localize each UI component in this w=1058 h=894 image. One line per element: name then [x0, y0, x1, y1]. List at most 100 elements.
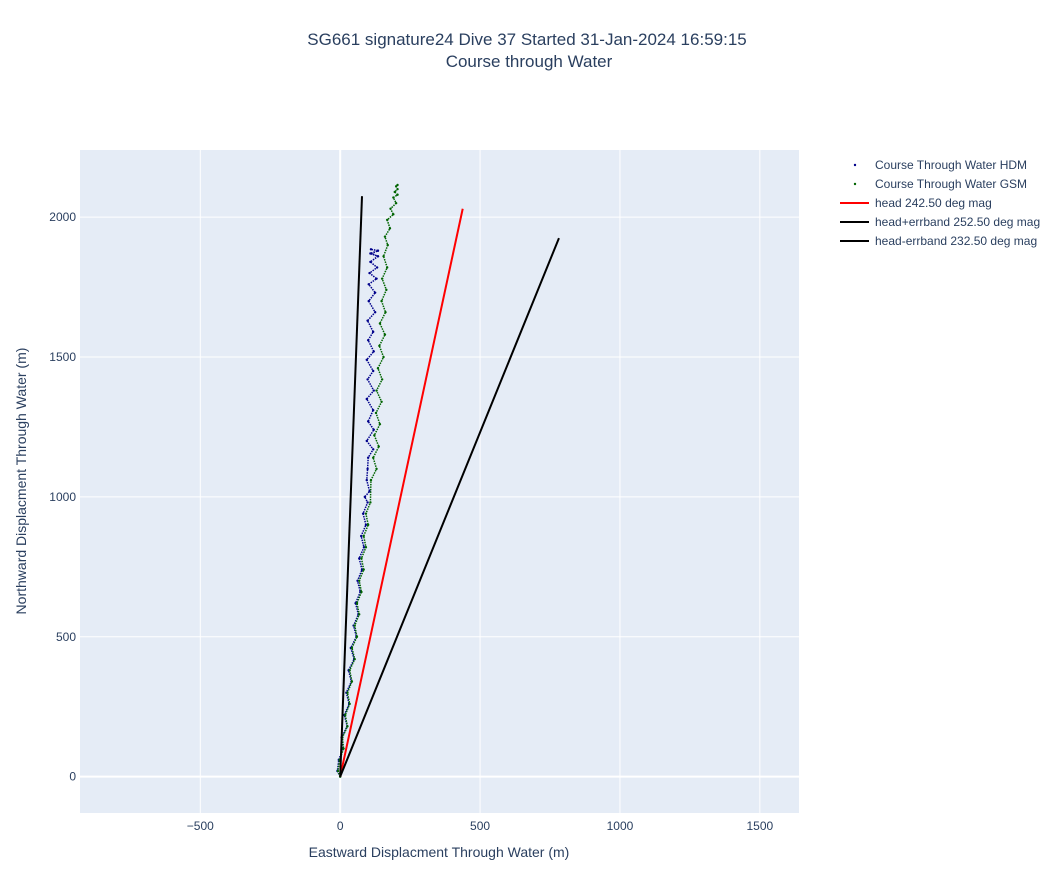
data-point [358, 557, 361, 560]
data-point [372, 389, 375, 392]
data-point [383, 235, 387, 238]
data-point [346, 725, 349, 728]
data-point [362, 568, 365, 571]
x-axis-title: Eastward Displacment Through Water (m) [309, 844, 570, 860]
data-point [393, 190, 396, 194]
data-point [378, 422, 382, 426]
data-point [392, 196, 395, 199]
data-point [394, 201, 398, 205]
data-point [363, 495, 367, 499]
legend-label: Course Through Water GSM [875, 177, 1027, 191]
data-point [385, 266, 389, 269]
series-line [339, 196, 364, 777]
data-point [372, 350, 375, 353]
data-point [383, 333, 387, 336]
data-point [366, 501, 369, 504]
y-tick-label: 2000 [49, 210, 76, 224]
data-point [388, 227, 392, 230]
data-point [364, 523, 368, 527]
data-point [365, 358, 368, 362]
data-point [375, 389, 378, 392]
chart-title-line-2: Course through Water [446, 52, 613, 71]
data-point [365, 397, 368, 401]
data-point [361, 512, 365, 515]
data-point [367, 299, 370, 303]
data-point [355, 635, 359, 638]
data-point [371, 456, 375, 459]
legend-label: head+errband 252.50 deg mag [875, 215, 1040, 229]
legend-label: head-errband 232.50 deg mag [875, 234, 1037, 248]
x-tick-label: 500 [470, 819, 490, 833]
data-point [384, 311, 387, 314]
data-point [348, 702, 351, 706]
data-point [377, 445, 380, 448]
x-tick-label: −500 [187, 819, 214, 833]
data-point [375, 266, 379, 269]
data-point [350, 680, 354, 683]
data-point [356, 579, 359, 583]
y-tick-label: 1500 [49, 350, 76, 364]
data-point [358, 613, 361, 616]
data-point [366, 523, 370, 527]
data-point [376, 255, 380, 258]
data-point [342, 747, 345, 750]
plot-area [80, 150, 799, 813]
legend-label: head 242.50 deg mag [875, 196, 992, 210]
x-tick-label: 1500 [746, 819, 773, 833]
data-point [369, 260, 372, 264]
data-point [396, 187, 399, 191]
data-point [353, 624, 356, 627]
legend-marker-symbol [853, 182, 857, 186]
chart-title-line-1: SG661 signature24 Dive 37 Started 31-Jan… [307, 30, 746, 49]
data-point [366, 420, 370, 423]
data-point [371, 448, 375, 451]
data-point [336, 769, 340, 773]
data-point [396, 183, 399, 187]
data-point [389, 207, 392, 210]
data-point [365, 478, 368, 482]
series-track [337, 184, 399, 777]
data-point [360, 568, 364, 571]
series-line [339, 208, 464, 777]
data-point [353, 657, 356, 661]
data-point [359, 534, 363, 538]
data-point [382, 355, 385, 359]
grid [80, 150, 799, 813]
data-point [373, 434, 376, 437]
data-point [366, 467, 369, 471]
data-point [378, 322, 382, 325]
data-point [392, 213, 395, 216]
y-tick-label: 1000 [49, 490, 76, 504]
data-point [375, 467, 378, 471]
data-point [369, 248, 373, 251]
data-point [362, 534, 365, 538]
data-point [362, 546, 366, 549]
data-point [366, 319, 369, 322]
data-point [371, 330, 375, 334]
data-point [364, 546, 368, 549]
legend-marker-symbol [853, 163, 857, 167]
data-point [380, 299, 383, 303]
data-point [369, 478, 373, 482]
data-point [371, 408, 375, 412]
data-point [364, 512, 368, 515]
y-axis-title: Northward Displacment Through Water (m) [13, 348, 29, 615]
data-point [360, 557, 363, 560]
plot-series [336, 183, 560, 778]
data-point [380, 400, 383, 403]
data-point [380, 378, 384, 381]
data-point [370, 252, 373, 255]
data-point [380, 277, 384, 280]
data-point [385, 218, 389, 222]
legend-label: Course Through Water HDM [875, 158, 1027, 172]
data-point [350, 646, 354, 650]
data-point [385, 288, 388, 292]
x-tick-label: 1000 [607, 819, 634, 833]
x-tick-label: 0 [337, 819, 344, 833]
data-point [367, 283, 370, 286]
data-point [366, 378, 369, 381]
data-point [371, 369, 375, 373]
data-point [346, 691, 349, 694]
series-line [339, 237, 560, 778]
data-point [396, 193, 399, 196]
